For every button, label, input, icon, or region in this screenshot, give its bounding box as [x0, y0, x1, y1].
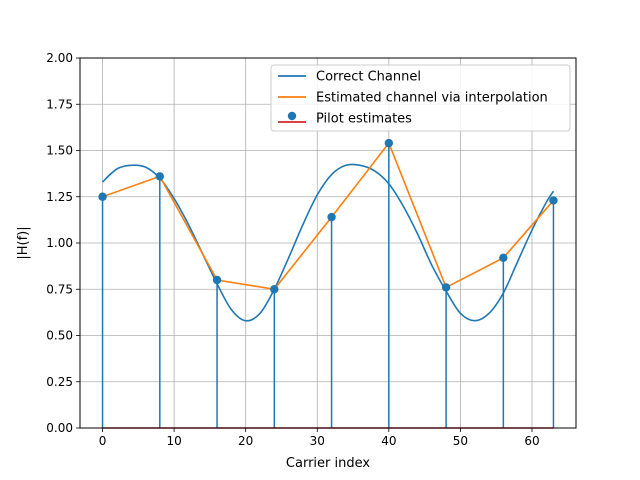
pilot-markers — [98, 138, 558, 294]
y-tick-label: 0.25 — [46, 375, 73, 389]
pilot-marker — [327, 212, 336, 222]
pilot-marker — [549, 196, 558, 205]
pilot-marker — [441, 283, 451, 292]
pilot-marker — [98, 192, 107, 201]
y-tick-label: 1.00 — [46, 236, 73, 250]
y-tick-label: 2.00 — [46, 51, 73, 65]
x-tick-label: 60 — [524, 434, 539, 448]
x-tick-label: 30 — [310, 434, 325, 448]
x-tick-label: 50 — [453, 434, 468, 448]
x-tick-label: 40 — [381, 434, 396, 448]
legend-label: Pilot estimates — [316, 112, 412, 127]
pilot-marker — [499, 253, 508, 262]
x-tick-label: 0 — [99, 434, 107, 448]
y-tick-label: 1.25 — [46, 190, 73, 204]
pilot-marker — [384, 138, 394, 148]
pilot-marker — [270, 285, 279, 294]
x-axis-label: Carrier index — [286, 456, 370, 471]
legend: Correct Channel Estimated channel via int… — [270, 64, 571, 132]
y-axis-label: |H(f)| — [16, 226, 31, 259]
legend-label: Estimated channel via interpolation — [316, 91, 548, 106]
y-tick-label: 0.50 — [46, 329, 73, 343]
y-tick-label: 1.50 — [46, 144, 73, 158]
y-tick-label: 1.75 — [46, 97, 73, 111]
legend-box — [270, 64, 571, 132]
legend-swatch-marker — [287, 111, 297, 121]
y-tick-label: 0.00 — [46, 421, 73, 435]
legend-label: Correct Channel — [316, 70, 421, 85]
correct-channel-line — [102, 163, 555, 322]
x-tick-label: 10 — [166, 434, 181, 448]
pilot-marker — [155, 172, 165, 181]
x-tick-label: 20 — [238, 434, 253, 448]
ticks: 0 10 20 30 40 50 60 0.00 0.25 0.50 0.75 1.00 1.25 1.5… — [46, 51, 539, 448]
y-tick-label: 0.75 — [46, 282, 73, 296]
pilot-marker — [212, 275, 222, 285]
